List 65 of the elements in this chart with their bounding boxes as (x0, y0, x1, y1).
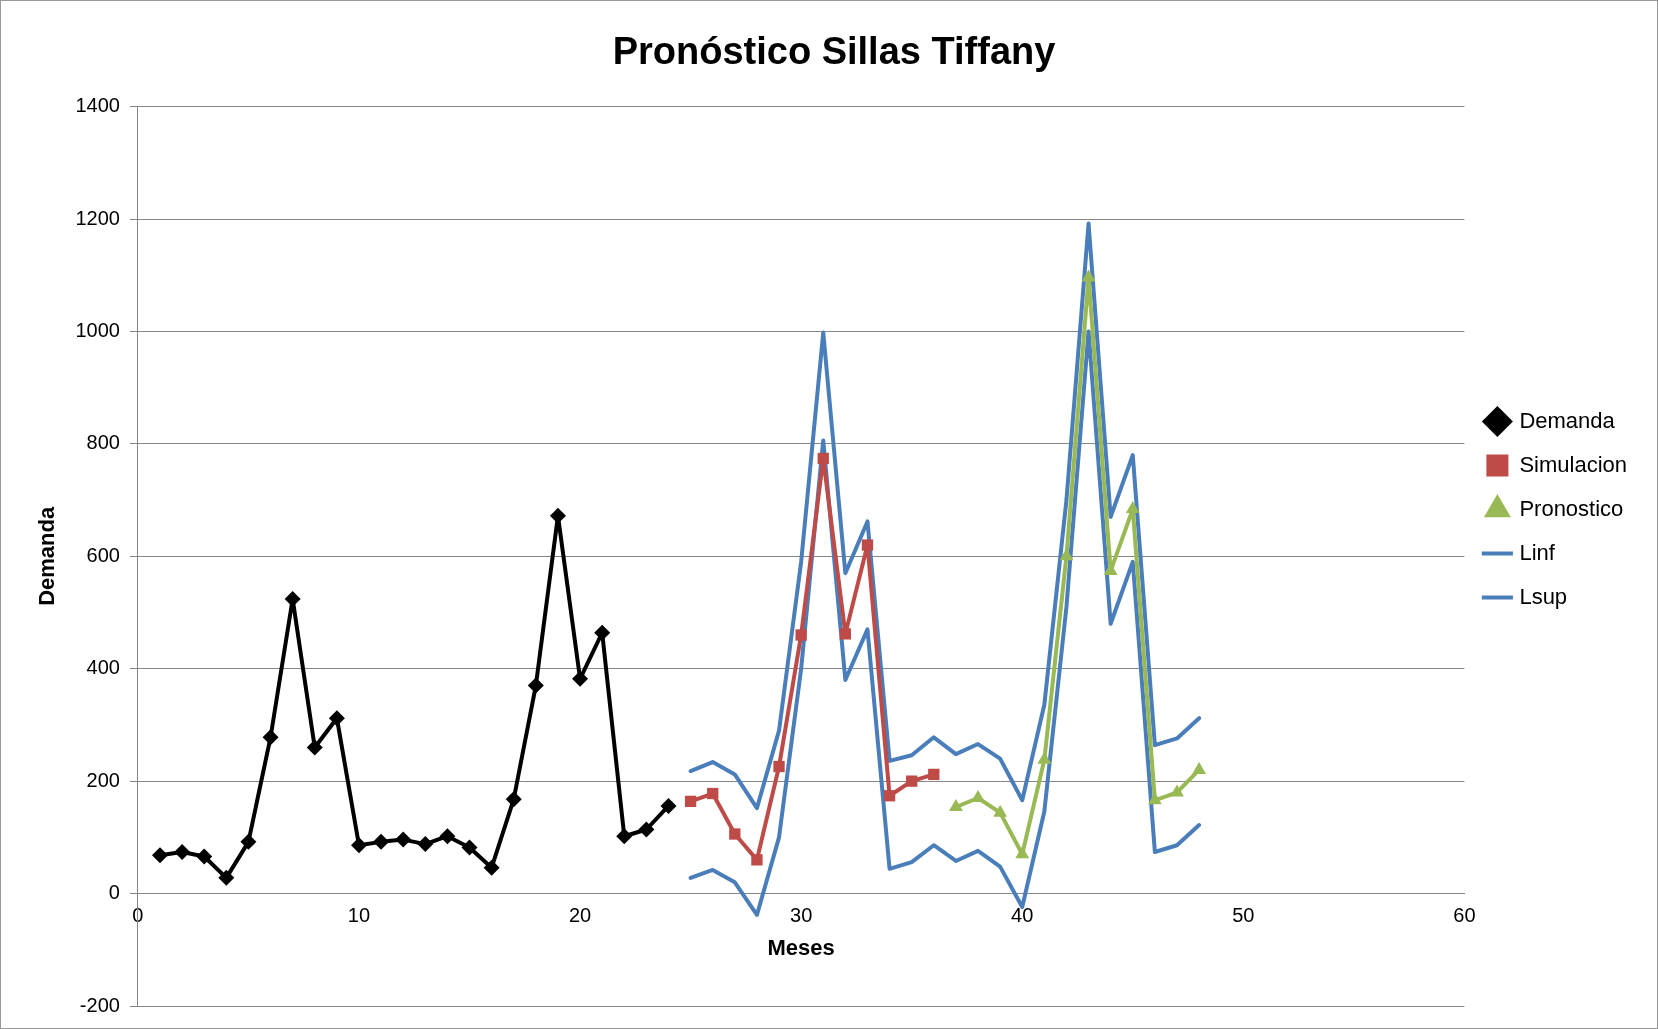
point (948, 799, 963, 812)
point (795, 629, 807, 641)
legend-label: Simulacion (1519, 451, 1627, 477)
x-tick-label: 40 (1011, 904, 1034, 927)
point (993, 804, 1008, 817)
x-tick-label: 50 (1232, 904, 1255, 927)
point (883, 790, 896, 802)
point (417, 836, 434, 853)
point (928, 768, 940, 781)
point (262, 729, 279, 746)
y-tick-label: -200 (79, 993, 120, 1016)
y-tick-label: 1200 (75, 206, 120, 229)
point (660, 797, 677, 814)
point (505, 791, 522, 808)
x-tick-label: 30 (790, 904, 813, 927)
y-tick-label: 200 (86, 768, 120, 791)
point (152, 847, 168, 864)
chart-title: Pronóstico Sillas Tiffany (612, 30, 1056, 73)
y-tick-label: 600 (86, 543, 120, 566)
point (373, 833, 390, 850)
y-tick-label: 800 (86, 431, 120, 454)
point (1147, 792, 1162, 805)
y-tick-label: 1400 (75, 94, 120, 117)
x-tick-label: 20 (568, 904, 592, 927)
y-tick-label: 0 (108, 881, 120, 904)
point (240, 833, 257, 850)
point (549, 507, 566, 524)
legend-label: Linf (1519, 539, 1556, 565)
point (594, 624, 611, 641)
x-tick-label: 60 (1453, 904, 1476, 927)
point (906, 775, 918, 787)
point (1170, 784, 1184, 797)
legend-label: Demanda (1519, 407, 1616, 433)
legend-label: Lsup (1519, 583, 1568, 609)
point (773, 760, 785, 773)
point (395, 831, 412, 848)
point (817, 452, 829, 465)
point (461, 839, 478, 856)
y-tick-label: 1000 (75, 318, 120, 341)
point (527, 677, 544, 694)
point (218, 869, 235, 886)
point (684, 795, 697, 808)
point (751, 854, 763, 866)
point (971, 790, 985, 803)
point (861, 539, 874, 551)
point (328, 710, 345, 727)
y-tick-label: 400 (86, 656, 120, 679)
point (350, 837, 367, 854)
point (439, 828, 456, 845)
point (1081, 269, 1096, 282)
point (196, 848, 213, 865)
point (483, 859, 500, 876)
point (638, 821, 655, 838)
point (1015, 846, 1030, 859)
point (306, 739, 323, 756)
point (174, 843, 191, 860)
point (1125, 501, 1140, 514)
point (616, 828, 633, 845)
point (707, 787, 719, 800)
x-tick-label: 10 (347, 904, 371, 927)
x-axis-title: Meses (767, 934, 835, 960)
y-axis-title: Demanda (34, 506, 60, 606)
point (729, 828, 741, 840)
point (839, 628, 852, 640)
legend-label: Pronostico (1519, 495, 1624, 521)
